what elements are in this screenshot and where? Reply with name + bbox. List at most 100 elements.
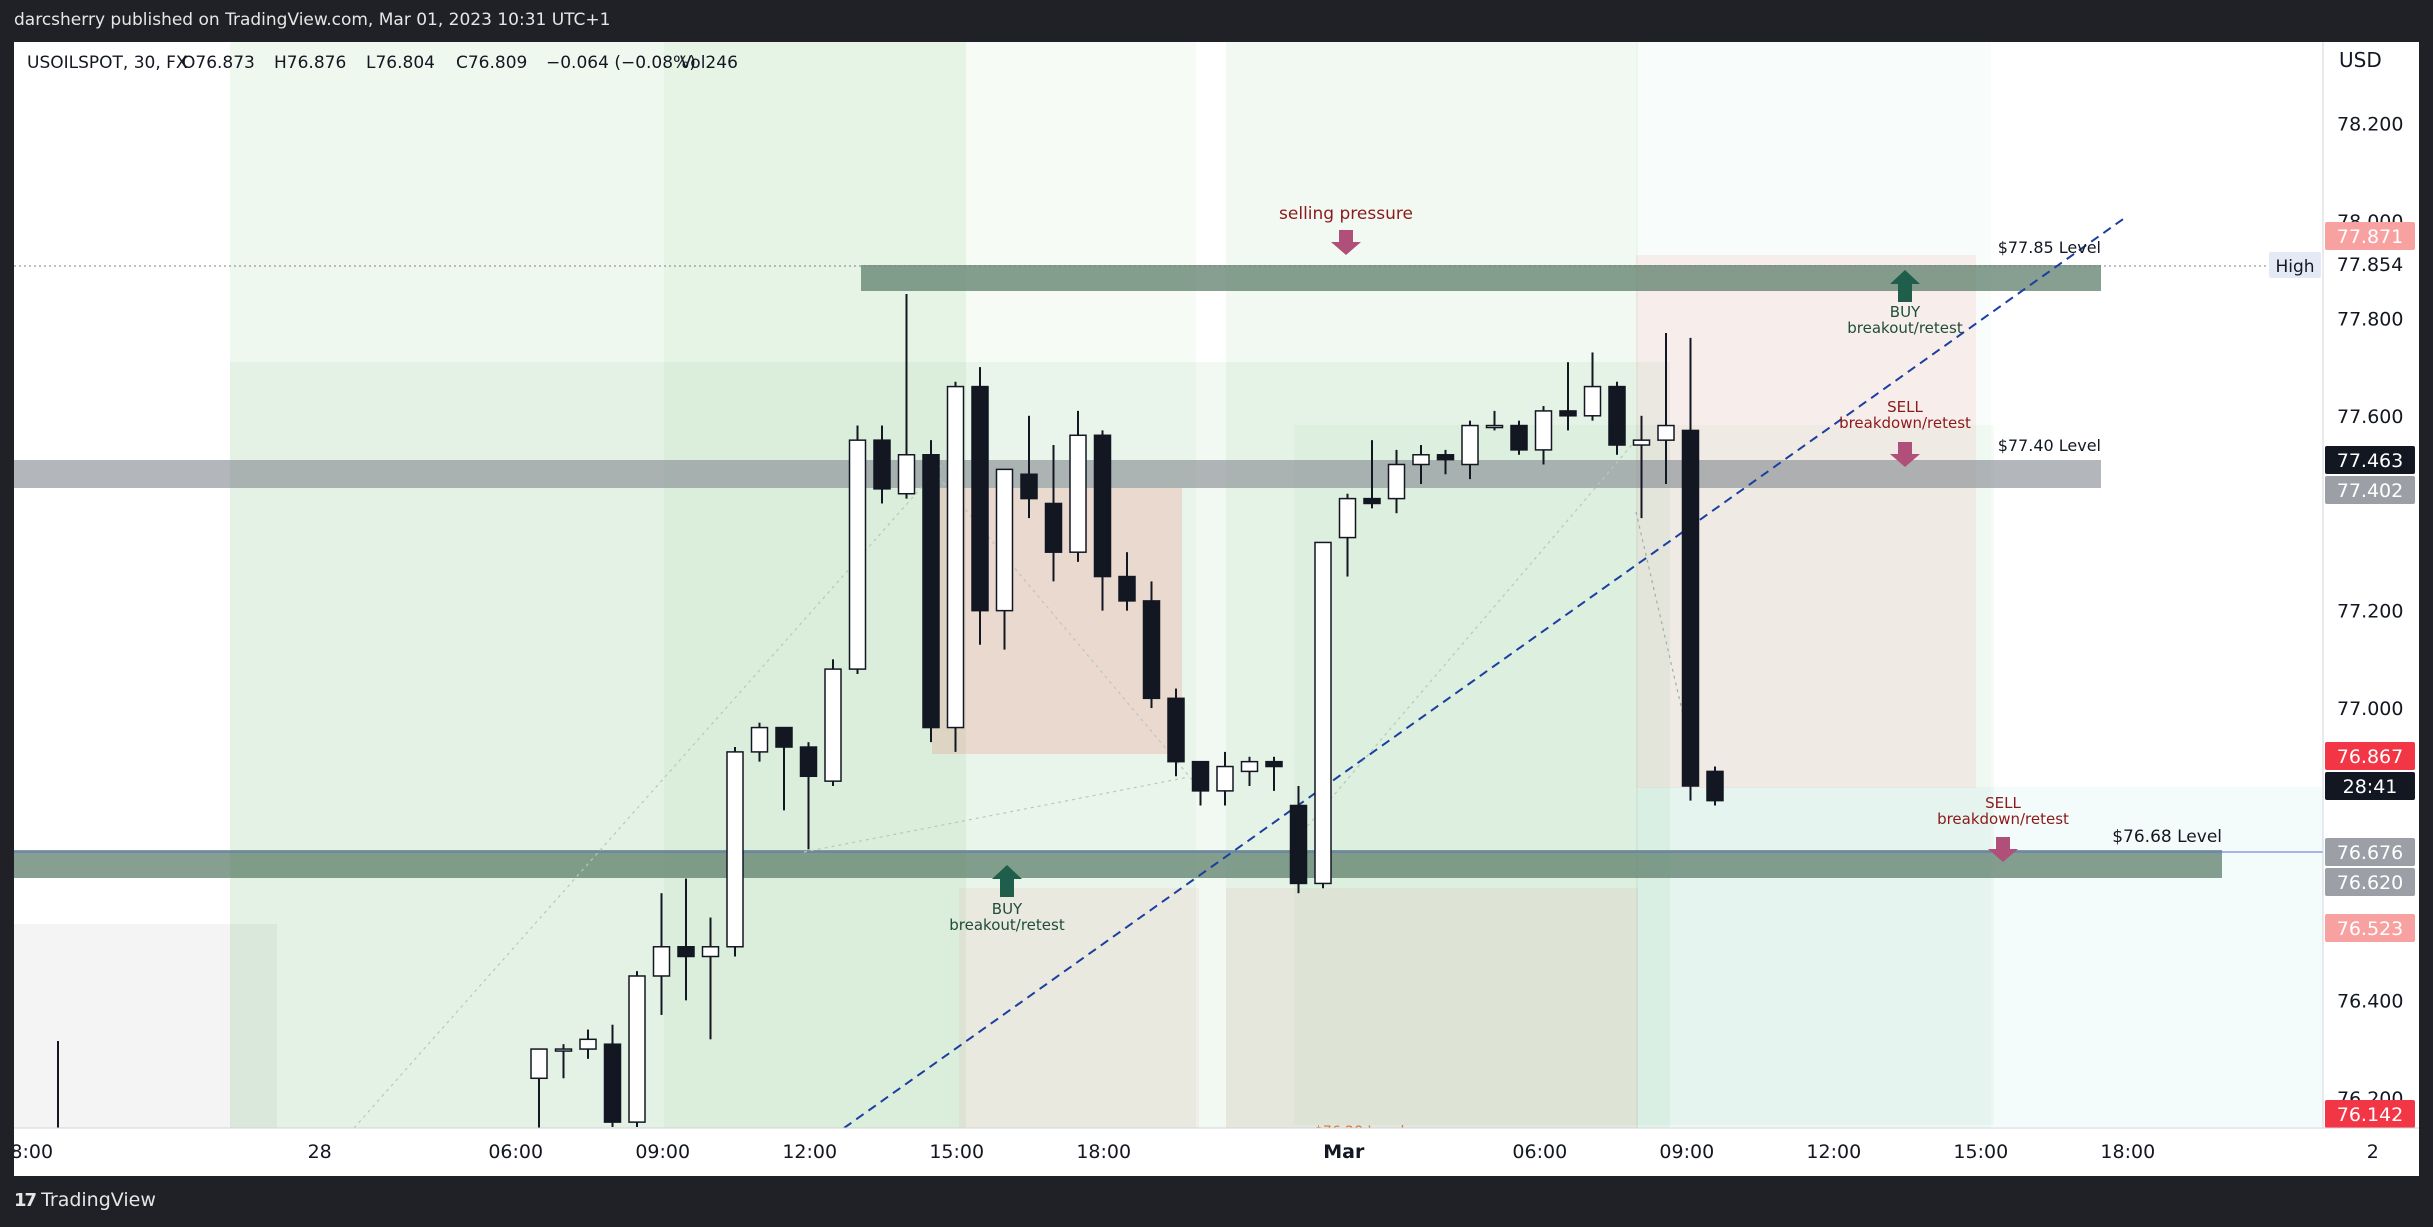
candle-body	[873, 439, 891, 490]
candle-body	[1436, 454, 1455, 461]
candle-body	[603, 1043, 622, 1123]
time-tick-label: 09:00	[635, 1141, 690, 1163]
fib-guide-line	[1635, 511, 1695, 763]
candle-body	[1069, 434, 1087, 553]
tradingview-logo-icon: 17	[14, 1189, 37, 1211]
price-badge-label: 76.142	[2337, 1104, 2403, 1126]
candle-body	[677, 946, 695, 958]
fib-guide-line	[933, 471, 1195, 783]
price-badge-label: 28:41	[2343, 776, 2398, 798]
legend-close: C76.809	[456, 53, 527, 73]
selling-pressure-arrow-icon	[1331, 230, 1361, 255]
price-badge-label: 77.854	[2337, 254, 2403, 276]
price-axis: 78.20078.00077.80077.60077.20077.00076.4…	[2269, 42, 2419, 1128]
buy-arrow-icon	[1890, 270, 1920, 302]
candle-body	[1681, 429, 1700, 787]
price-badge-label: 76.676	[2337, 842, 2403, 864]
candle-body	[1191, 760, 1210, 792]
candle-body	[1093, 434, 1112, 578]
candle-body	[922, 454, 940, 729]
price-badge	[2325, 868, 2415, 896]
price-axis-bg	[2323, 42, 2419, 1128]
candle-body	[995, 468, 1014, 612]
candle-body	[701, 946, 720, 958]
candle-body	[799, 746, 818, 778]
sell-label: SELL	[1887, 398, 1923, 416]
selling-pressure-label: selling pressure	[1279, 204, 1413, 224]
level-label-7668: $76.68 Level	[2112, 827, 2222, 847]
time-tick-label: 28	[308, 1141, 332, 1163]
candle-body	[579, 1038, 597, 1050]
candle-body	[1216, 765, 1234, 792]
price-badge	[2325, 446, 2415, 474]
buy-label: BUY	[992, 900, 1023, 918]
time-tick-label: 12:00	[1806, 1141, 1861, 1163]
highlight-zone	[1226, 42, 1638, 1128]
publisher-bar: darcsherry published on TradingView.com,…	[0, 0, 2433, 42]
price-badge	[2325, 476, 2415, 504]
time-tick-label: 2	[2367, 1141, 2379, 1163]
candle-body	[554, 1048, 573, 1052]
brand-label: TradingView	[41, 1189, 156, 1211]
price-badge-label: 77.463	[2337, 450, 2403, 472]
candle-body	[824, 668, 842, 782]
price-badge-label: 76.523	[2337, 918, 2403, 940]
candle-body	[1044, 502, 1063, 553]
price-badge	[2325, 838, 2415, 866]
time-axis-bg	[14, 1128, 2419, 1176]
trend-line	[843, 216, 2127, 1129]
price-tick-label: 77.200	[2337, 601, 2403, 623]
price-badge	[2325, 914, 2415, 942]
candle-body	[971, 385, 989, 612]
price-chart[interactable]: selling pressureBUYbreakout/retestSELLbr…	[14, 42, 2419, 1176]
legend-change: −0.064 (−0.08%)	[546, 53, 696, 73]
candle-body	[1142, 600, 1161, 700]
candle-body	[750, 726, 769, 753]
level-label-7740: $77.40 Level	[1998, 436, 2101, 455]
currency-label: USD	[2339, 48, 2382, 72]
sell-arrow-icon	[1988, 837, 2018, 862]
price-badge-label: 77.402	[2337, 480, 2403, 502]
price-badge-label: 76.867	[2337, 746, 2403, 768]
candles	[530, 294, 1724, 1147]
candle-body	[530, 1048, 548, 1080]
time-tick-label: Mar	[1323, 1141, 1365, 1163]
candle-body	[1020, 473, 1038, 500]
candle-body	[1240, 760, 1259, 773]
tradingview-brand[interactable]: 17 TradingView	[14, 1189, 156, 1211]
price-badge	[2325, 250, 2415, 278]
chart-background	[14, 42, 2419, 1176]
time-tick-label: 18:00	[1076, 1141, 1131, 1163]
sell-sub-label: breakdown/retest	[1839, 414, 1971, 432]
price-badge-label: 77.871	[2337, 226, 2403, 248]
candle-body	[726, 751, 744, 948]
candle-body	[1387, 463, 1406, 500]
candle-body	[1118, 575, 1136, 602]
time-tick-label: 09:00	[1659, 1141, 1714, 1163]
sell-label: SELL	[1985, 794, 2021, 812]
sell-arrow-icon	[1890, 442, 1920, 467]
candle-body	[1706, 770, 1724, 802]
candle-body	[848, 439, 867, 670]
time-tick-label: 18:00	[14, 1141, 53, 1163]
highlight-zone	[1636, 787, 2336, 1127]
highlight-zone	[959, 888, 1199, 1128]
time-tick-label: 12:00	[782, 1141, 837, 1163]
candle-body	[1289, 804, 1308, 885]
candle-body	[1657, 424, 1675, 441]
candle-body	[946, 385, 965, 729]
candle-body	[1265, 760, 1283, 768]
price-tick-label: 77.800	[2337, 308, 2403, 330]
price-tick-label: 78.200	[2337, 114, 2403, 136]
candle-body	[1363, 497, 1381, 505]
price-badge	[2325, 742, 2415, 770]
sell-sub-label: breakdown/retest	[1937, 810, 2069, 828]
price-tick-label: 76.400	[2337, 990, 2403, 1012]
high-label: High	[2275, 257, 2314, 277]
buy-sub-label: breakout/retest	[1847, 319, 1963, 337]
trend-lines	[57, 216, 2127, 1129]
candle-body	[1167, 697, 1185, 763]
price-badge-label: 76.620	[2337, 872, 2403, 894]
candle-body	[897, 454, 916, 495]
fib-guide-line	[803, 776, 1190, 853]
